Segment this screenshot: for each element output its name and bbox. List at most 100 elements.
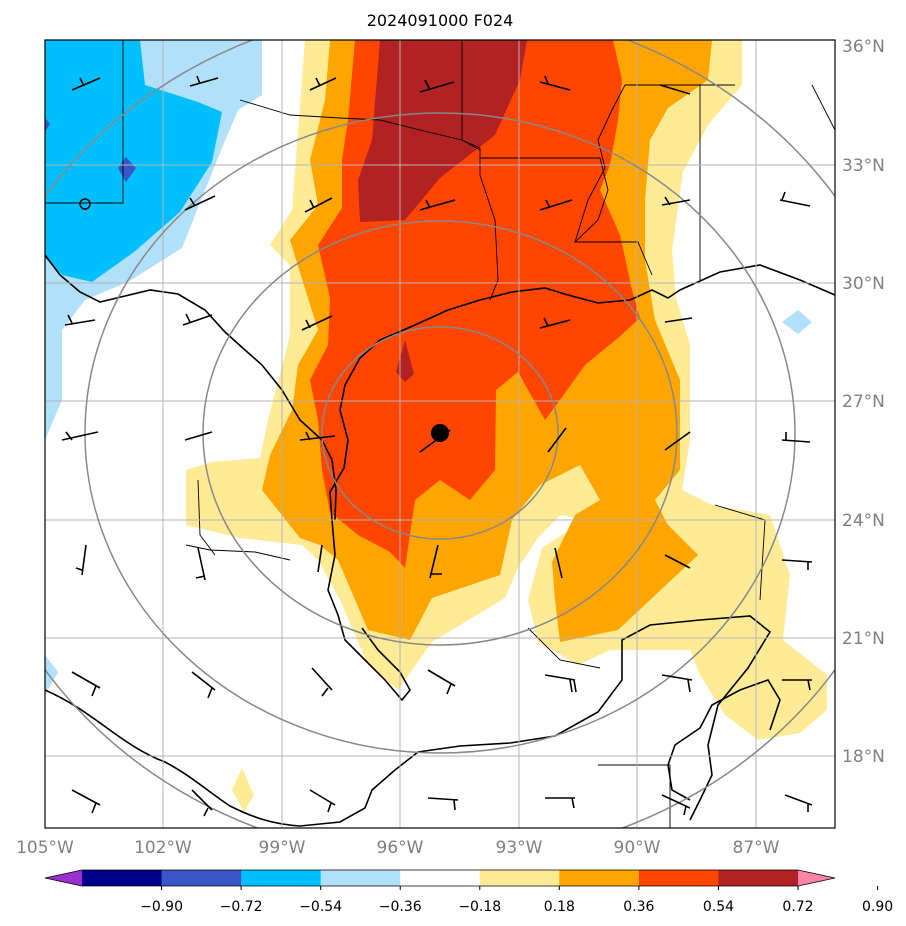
wind-barb [191,671,216,699]
range-ring-9deg [84,112,796,754]
colorbar-extend-low [45,870,82,886]
wind-barb [299,431,336,441]
rio-grande-border [45,254,337,521]
lat-label: 21°N [842,629,885,649]
lon-label: 87°W [733,838,780,858]
colorbar-segment [82,870,163,886]
lat-label: 36°N [842,37,885,57]
lon-label: 96°W [377,838,424,858]
range-ring-3deg [321,326,559,540]
wind-barb [661,196,691,206]
lat-label: 30°N [842,274,885,294]
lon-label: 99°W [259,838,306,858]
wind-barb [71,789,101,814]
lat-label: 33°N [842,156,885,176]
colorbar-tick-label: −0.72 [220,899,263,915]
colorbar-segment [320,870,401,886]
map-panel [45,40,835,828]
wind-barb [781,432,811,443]
contour-fill-light-blue-west-edge [45,655,58,695]
longitude-labels: 105°W 102°W 99°W 96°W 93°W 90°W 87°W [16,838,780,858]
lat-label: 27°N [842,392,885,412]
wind-barb [664,431,691,451]
contour-fill-light-blue-east [782,310,812,334]
wind-barb [419,199,456,211]
wind-barb [189,75,219,87]
colorbar-tick-label: 0.72 [782,899,813,915]
wind-barb [784,794,813,812]
texas-louisiana-coast [329,264,835,556]
colorbar-extend-high [798,870,835,886]
wind-barb [317,544,323,573]
colorbar-ticks: −0.90 −0.72 −0.54 −0.36 −0.18 0.18 0.36 0.54 0.7… [140,886,893,915]
colorbar-tick-label: 0.18 [544,899,575,915]
lat-label: 18°N [842,747,885,767]
lon-label: 102°W [134,838,192,858]
wind-barb [191,789,213,817]
mississippi-river [574,84,626,243]
wind-barb [427,797,459,811]
wind-barbs [61,75,813,817]
range-rings [45,40,835,828]
map-title: 2024091000 F024 [367,11,514,30]
contour-fill-blue-nw [45,40,222,282]
wind-barb [664,317,693,323]
wind-barb [545,797,575,809]
wind-barb [182,313,213,326]
contour-fill-purple-edge [45,118,50,132]
wind-barb [661,674,693,693]
wind-barb [184,431,213,441]
colorbar-tick-label: 0.90 [862,899,893,915]
wind-barb [661,794,691,816]
texas-panhandle-border [45,40,124,204]
wind-barb [544,674,577,693]
gulf-coastline [45,615,772,827]
lat-label: 24°N [842,511,885,531]
wind-barb [429,544,442,579]
wind-barb [301,315,333,331]
wind-barb [554,547,563,579]
colorbar-tick-label: −0.18 [458,899,501,915]
colorbar-segment [718,870,799,886]
wind-barb [539,199,573,211]
wind-barb [184,195,216,211]
gridlines [45,40,835,828]
mexico-west-coast [327,554,411,702]
mexico-interior-border [197,479,216,556]
colorbar: −0.90 −0.72 −0.54 −0.36 −0.18 0.18 0.36 0.54 0.7… [44,869,893,915]
wind-barb [539,317,571,329]
wind-barb [71,671,101,697]
colorbar-segment [161,870,242,886]
lon-label: 90°W [614,838,661,858]
colorbar-segment [400,870,481,886]
wind-barb [782,679,812,691]
wind-barb [71,77,101,91]
latitude-labels: 36°N 33°N 30°N 27°N 24°N 21°N 18°N [842,37,885,767]
colorbar-outline [44,869,836,887]
colorbar-tick-label: −0.90 [140,899,183,915]
colorbar-segment [559,870,640,886]
lon-label: 105°W [16,838,74,858]
wind-barb [664,554,691,569]
wind-barb [781,559,813,570]
map-frame [44,39,836,829]
colorbar-segment [241,870,322,886]
wind-barb [75,544,87,576]
contour-fill-purple-small [118,157,136,182]
storm-center-marker [431,424,449,442]
wind-barb [195,547,206,581]
wind-barb [539,75,571,91]
colorbar-segments [82,870,799,886]
wind-barb [547,427,567,453]
wind-barb [309,77,337,91]
wind-barb [311,667,333,697]
colorbar-segment [638,870,719,886]
colorbar-tick-label: −0.36 [379,899,422,915]
wind-barb [419,79,455,93]
colorbar-segment [479,870,560,886]
range-ring-6deg [202,220,678,646]
wind-barb [309,789,336,813]
colorbar-tick-label: 0.36 [623,899,654,915]
wind-barb [427,669,456,695]
